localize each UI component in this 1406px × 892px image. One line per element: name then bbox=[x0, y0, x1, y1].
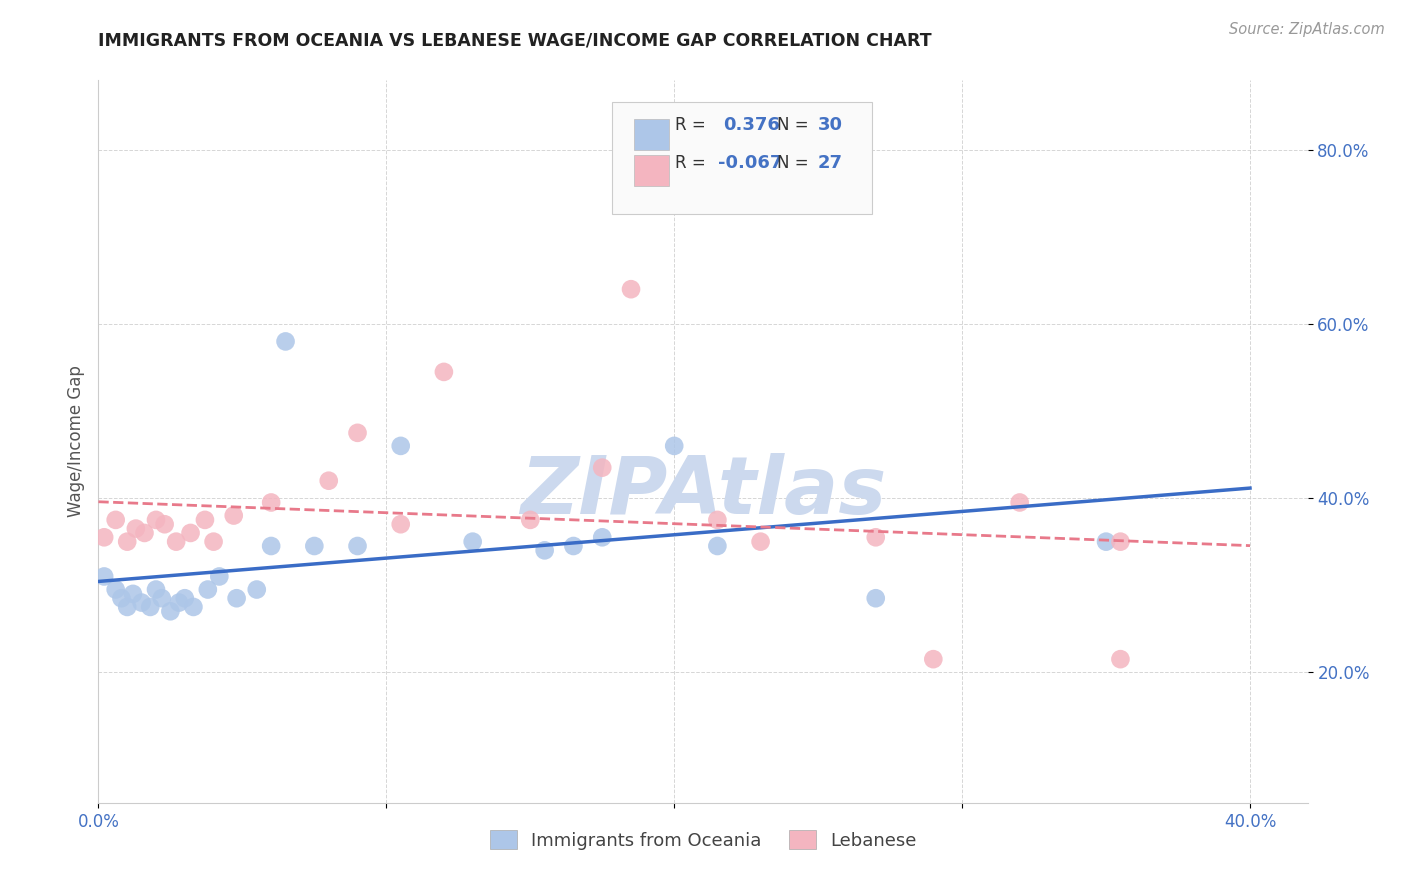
Point bbox=[620, 282, 643, 296]
Text: R =: R = bbox=[675, 154, 711, 172]
Point bbox=[533, 543, 555, 558]
Point bbox=[104, 582, 127, 597]
FancyBboxPatch shape bbox=[634, 154, 669, 186]
Point bbox=[562, 539, 585, 553]
Text: N =: N = bbox=[776, 116, 814, 134]
Point bbox=[165, 534, 187, 549]
Point bbox=[134, 525, 156, 540]
Point bbox=[93, 569, 115, 583]
Point bbox=[389, 517, 412, 532]
Text: R =: R = bbox=[675, 116, 711, 134]
Point bbox=[304, 539, 326, 553]
Point bbox=[461, 534, 484, 549]
Point bbox=[318, 474, 340, 488]
Point bbox=[922, 652, 945, 666]
Point bbox=[153, 517, 176, 532]
Point bbox=[222, 508, 245, 523]
FancyBboxPatch shape bbox=[613, 102, 872, 214]
Point bbox=[346, 539, 368, 553]
Text: 27: 27 bbox=[818, 154, 842, 172]
Point bbox=[150, 591, 173, 606]
Text: 0.376: 0.376 bbox=[724, 116, 780, 134]
Point bbox=[591, 460, 613, 475]
Point bbox=[145, 513, 167, 527]
Legend: Immigrants from Oceania, Lebanese: Immigrants from Oceania, Lebanese bbox=[481, 822, 925, 859]
Point bbox=[183, 599, 205, 614]
Point bbox=[208, 569, 231, 583]
Point bbox=[159, 604, 181, 618]
Point bbox=[433, 365, 456, 379]
Text: N =: N = bbox=[776, 154, 814, 172]
Point bbox=[115, 599, 138, 614]
Point bbox=[225, 591, 247, 606]
Point bbox=[93, 530, 115, 544]
Point bbox=[260, 495, 283, 509]
Point bbox=[260, 539, 283, 553]
Point bbox=[591, 530, 613, 544]
Point bbox=[104, 513, 127, 527]
Point bbox=[180, 525, 202, 540]
Point bbox=[197, 582, 219, 597]
Point bbox=[1109, 534, 1132, 549]
Point bbox=[865, 530, 887, 544]
Point bbox=[194, 513, 217, 527]
Point bbox=[865, 591, 887, 606]
Point bbox=[122, 587, 145, 601]
Point bbox=[1095, 534, 1118, 549]
Y-axis label: Wage/Income Gap: Wage/Income Gap bbox=[66, 366, 84, 517]
Point bbox=[125, 522, 148, 536]
Point bbox=[145, 582, 167, 597]
Point bbox=[115, 534, 138, 549]
Point bbox=[389, 439, 412, 453]
FancyBboxPatch shape bbox=[634, 119, 669, 151]
Point bbox=[246, 582, 269, 597]
Text: 30: 30 bbox=[818, 116, 842, 134]
Point bbox=[749, 534, 772, 549]
Point bbox=[664, 439, 686, 453]
Point bbox=[139, 599, 162, 614]
Point bbox=[1008, 495, 1031, 509]
Point bbox=[173, 591, 195, 606]
Text: -0.067: -0.067 bbox=[717, 154, 782, 172]
Text: Source: ZipAtlas.com: Source: ZipAtlas.com bbox=[1229, 22, 1385, 37]
Text: ZIPAtlas: ZIPAtlas bbox=[520, 453, 886, 531]
Point bbox=[202, 534, 225, 549]
Point bbox=[110, 591, 132, 606]
Point bbox=[346, 425, 368, 440]
Point bbox=[519, 513, 541, 527]
Point bbox=[167, 596, 190, 610]
Point bbox=[706, 539, 728, 553]
Text: IMMIGRANTS FROM OCEANIA VS LEBANESE WAGE/INCOME GAP CORRELATION CHART: IMMIGRANTS FROM OCEANIA VS LEBANESE WAGE… bbox=[98, 31, 932, 49]
Point bbox=[1109, 652, 1132, 666]
Point bbox=[131, 596, 153, 610]
Point bbox=[274, 334, 297, 349]
Point bbox=[706, 513, 728, 527]
